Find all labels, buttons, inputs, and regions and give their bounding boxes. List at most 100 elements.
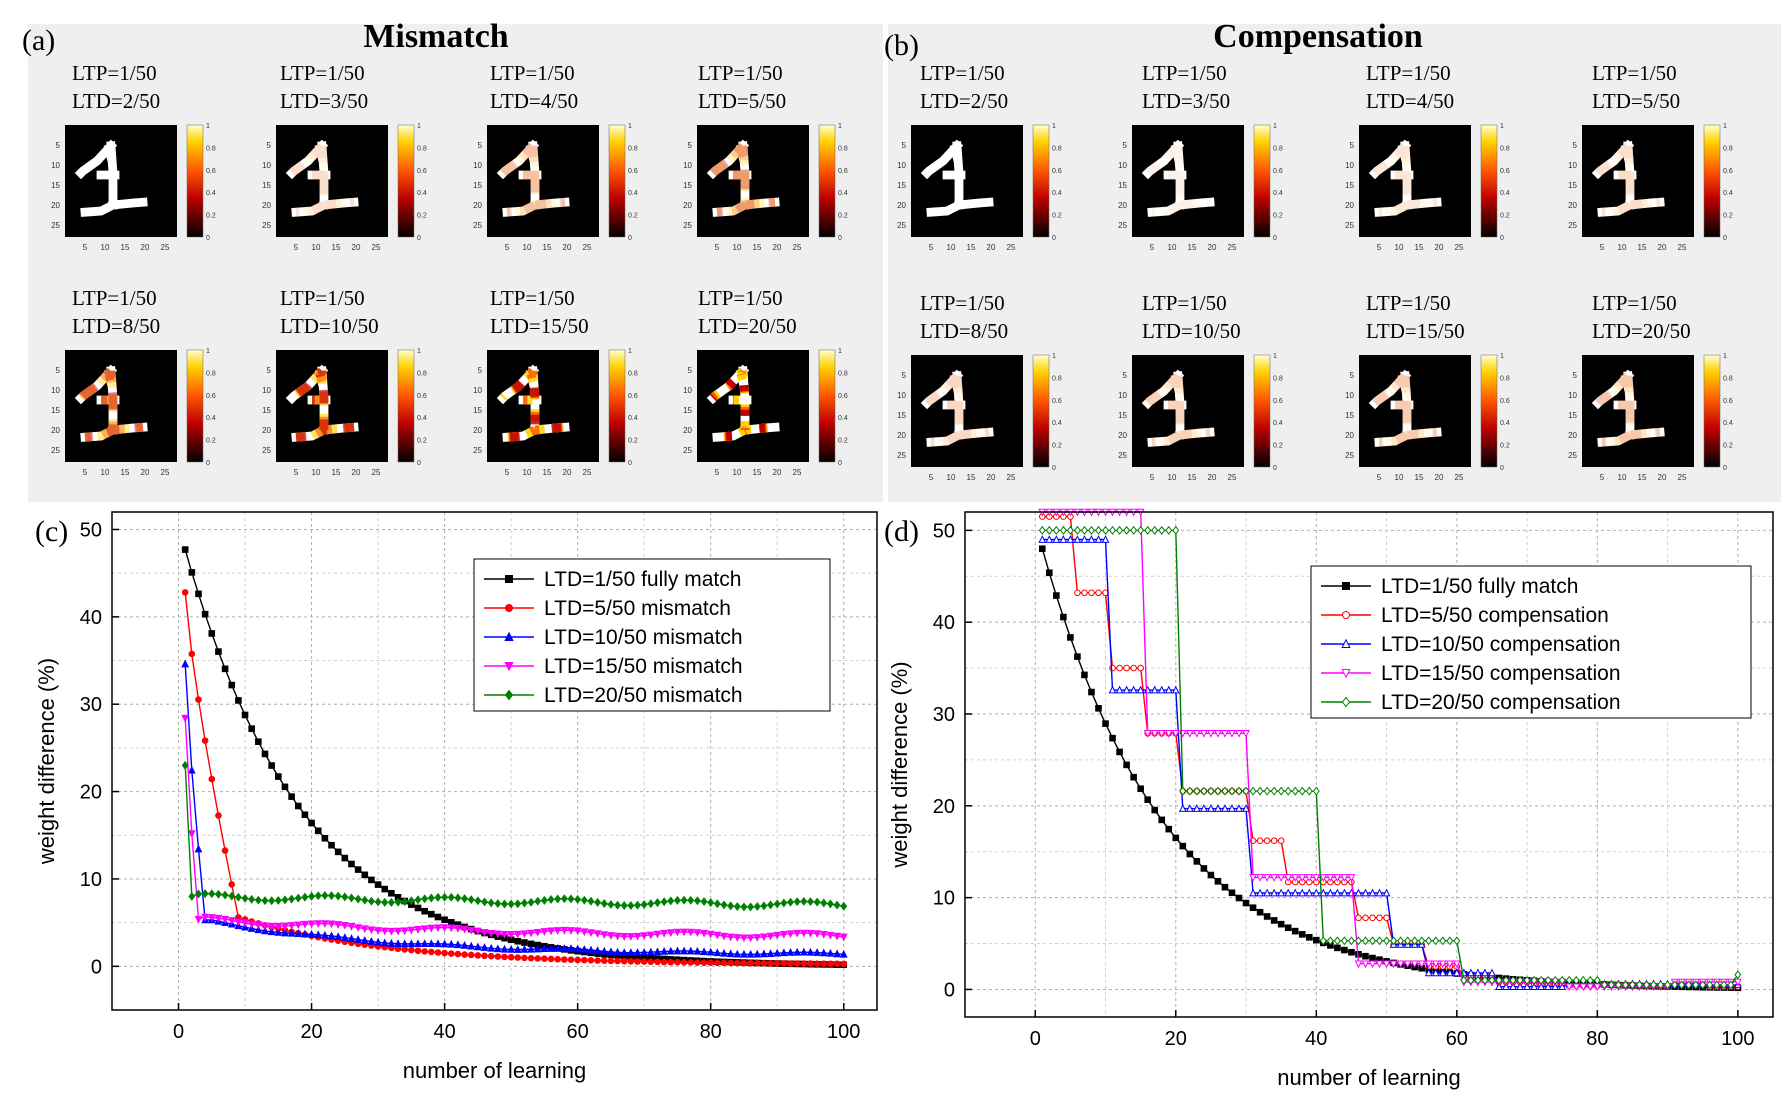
image-y-tick-label: 5 (1350, 141, 1355, 150)
degraded-pixels (288, 142, 355, 217)
data-point (1158, 525, 1166, 535)
data-point (567, 956, 575, 963)
data-point (215, 889, 222, 899)
data-point (227, 917, 236, 925)
image-x-tick-label: 20 (1208, 243, 1217, 252)
image-y-tick-label: 15 (1345, 181, 1354, 190)
ltp-label: LTP=1/50 (1366, 291, 1451, 315)
data-point (1474, 968, 1482, 977)
data-point (1305, 888, 1314, 897)
data-point (288, 793, 295, 800)
data-point (1488, 975, 1496, 985)
data-point (1108, 685, 1117, 694)
data-point (646, 947, 655, 956)
image-y-tick-label: 10 (897, 161, 906, 170)
digit-stroke (1368, 139, 1442, 217)
data-point (1256, 888, 1264, 897)
image-y-tick-label: 20 (897, 201, 906, 210)
colorbar-tick-label: 0.4 (206, 190, 216, 197)
colorbar-tick-label: 0.4 (1273, 190, 1283, 197)
data-point (1179, 842, 1187, 850)
data-point (374, 897, 382, 907)
data-point (248, 894, 256, 904)
digit-stroke (74, 364, 148, 442)
data-point (766, 949, 775, 957)
image-x-tick-label: 10 (1618, 473, 1627, 482)
data-point (294, 929, 303, 938)
image-x-tick-label: 5 (715, 243, 720, 252)
y-axis-label: weight difference (%) (34, 658, 59, 865)
data-point (646, 931, 655, 940)
legend-item: LTD=1/50 fully match (484, 568, 741, 591)
image-x-tick-label: 15 (1415, 243, 1424, 252)
digit-thumbnail: 5 5 10 10 15 15 20 20 25 25 0 0.2 0.4 0.6 0.8 1 (262, 123, 427, 252)
data-point (726, 933, 735, 942)
image-x-tick-label: 20 (1435, 243, 1444, 252)
colorbar (186, 349, 204, 463)
data-point (1424, 960, 1433, 969)
data-point (1495, 975, 1503, 985)
data-point (321, 834, 329, 842)
data-point (327, 931, 336, 940)
data-point (1221, 883, 1229, 891)
data-point (1509, 975, 1517, 985)
data-point (1235, 729, 1243, 738)
data-point (1059, 535, 1068, 543)
image-x-tick-label: 25 (1228, 473, 1237, 482)
digit-thumbnail: 5 5 10 10 15 15 20 20 25 25 0 0.2 0.4 0.6 0.8 1 (897, 123, 1062, 252)
data-point (780, 898, 788, 908)
data-point (674, 958, 681, 966)
image-y-tick-label: 10 (1345, 161, 1354, 170)
data-point (1361, 960, 1370, 969)
data-point (753, 934, 762, 942)
data-point (334, 848, 342, 856)
digit-thumbnail: 5 5 10 10 15 15 20 20 25 25 0 0.2 0.4 0.6 0.8 1 (51, 123, 216, 252)
data-point (1341, 638, 1351, 648)
ltd-label: LTD=10/50 (1142, 319, 1241, 343)
legend-label: LTD=15/50 compensation (1381, 662, 1621, 685)
colorbar-tick-label: 1 (1052, 353, 1056, 360)
data-point (580, 895, 588, 905)
image-x-tick-label: 10 (312, 468, 321, 477)
data-point (714, 959, 721, 967)
data-point (267, 922, 276, 931)
colorbar (608, 349, 626, 463)
image-y-tick-label: 15 (1568, 411, 1577, 420)
data-point (727, 959, 734, 967)
x-tick-label: 20 (300, 1021, 322, 1043)
data-point (1312, 888, 1321, 897)
data-point (400, 939, 409, 948)
data-point (1340, 874, 1349, 882)
data-point (574, 894, 582, 904)
colorbar-tick-label: 0 (1273, 235, 1277, 242)
data-point (1073, 525, 1081, 535)
thumbnail-frame (911, 125, 1023, 237)
data-point (1383, 914, 1390, 922)
data-point (1313, 936, 1320, 944)
image-x-tick-label: 25 (1455, 243, 1464, 252)
data-point (1431, 968, 1440, 977)
data-point (533, 928, 542, 937)
data-point (1228, 804, 1236, 812)
digit-stroke (920, 139, 994, 217)
degraded-pixels (77, 367, 144, 442)
data-point (1333, 936, 1341, 946)
data-point (1046, 569, 1053, 577)
data-point (753, 959, 761, 967)
data-point (1340, 936, 1348, 946)
data-point (1045, 535, 1054, 543)
image-x-tick-label: 5 (83, 468, 88, 477)
data-point (1102, 525, 1109, 535)
data-point (274, 895, 282, 905)
y-tick-label: 30 (933, 704, 955, 726)
chart-d: 0 20 40 60 80 100 0 10 20 30 40 50 number of learnin… (887, 508, 1774, 1090)
data-point (1157, 685, 1166, 694)
ltp-label: LTP=1/50 (698, 61, 783, 85)
data-point (1671, 980, 1679, 990)
data-point (547, 927, 555, 936)
data-point (187, 830, 196, 839)
data-point (1593, 975, 1601, 985)
thumbnail-frame (65, 125, 177, 237)
colorbar-tick-label: 1 (628, 348, 632, 355)
data-point (341, 892, 349, 902)
